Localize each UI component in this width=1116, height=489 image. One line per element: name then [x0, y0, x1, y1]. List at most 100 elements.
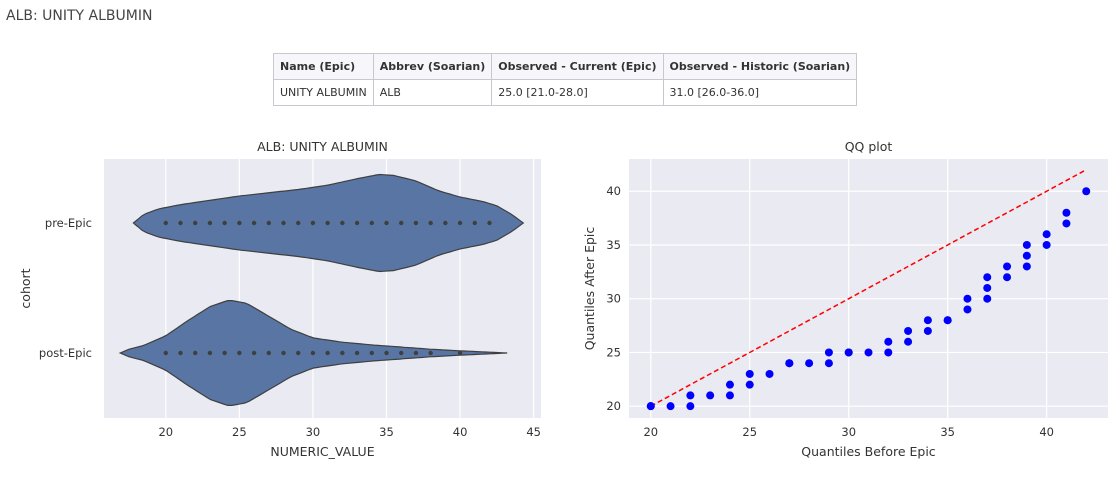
qq-point	[923, 316, 932, 325]
qq-point	[1003, 262, 1012, 271]
qq-title: QQ plot	[845, 139, 893, 154]
violin-point	[222, 220, 227, 226]
violin-point	[237, 220, 242, 226]
qq-point	[1042, 230, 1051, 239]
violin-point	[428, 220, 433, 226]
qq-x-tick-label: 20	[643, 425, 658, 439]
qq-point	[706, 391, 715, 400]
violin-y-label: cohort	[18, 268, 33, 308]
qq-x-tick-label: 25	[742, 425, 757, 439]
qq-point	[943, 316, 952, 325]
qq-point	[745, 380, 754, 389]
qq-point	[1003, 273, 1012, 282]
violin-x-tick-label: 40	[453, 425, 468, 439]
table-header-cell: Observed - Historic (Soarian)	[662, 53, 858, 80]
violin-x-tick-label: 45	[526, 425, 541, 439]
violin-point	[384, 220, 389, 226]
qq-point	[646, 402, 655, 411]
violin-point	[296, 220, 301, 226]
qq-x-tick-label: 40	[1039, 425, 1054, 439]
table-header-row: Name (Epic) Abbrev (Soarian) Observed - Cu…	[273, 53, 858, 80]
violin-x-tick-label: 25	[232, 425, 247, 439]
qq-y-label: Quantiles After Epic	[582, 227, 597, 351]
qq-point	[725, 380, 734, 389]
qq-point	[983, 294, 992, 303]
violin-point	[384, 350, 389, 356]
table-header-cell: Abbrev (Soarian)	[372, 53, 493, 80]
qq-point	[745, 369, 754, 378]
qq-reference-line	[650, 169, 1087, 407]
qq-point	[1022, 251, 1031, 260]
violin-point	[428, 350, 433, 356]
violin-point	[457, 350, 463, 356]
violin-y-tick-label: pre-Epic	[45, 216, 92, 230]
qq-point	[904, 326, 913, 335]
violin-x-tick-label: 35	[379, 425, 394, 439]
qq-y-tick-label: 25	[606, 345, 621, 359]
violin-point	[222, 350, 227, 356]
qq-x-tick-label: 30	[841, 425, 856, 439]
qq-point	[686, 391, 695, 400]
violin-point	[457, 220, 463, 226]
violin-point	[163, 350, 168, 356]
qq-point	[824, 359, 833, 368]
qq-point	[1062, 219, 1071, 228]
violin-point	[207, 350, 213, 356]
qq-y-tick-label: 40	[606, 184, 621, 198]
table-body: UNITY ALBUMIN ALB 25.0 [21.0-28.0] 31.0 [26…	[273, 79, 858, 106]
qq-point	[884, 348, 893, 357]
qq-point	[844, 348, 853, 357]
violin-point	[310, 350, 316, 356]
violin-point	[178, 220, 183, 226]
qq-point	[963, 305, 972, 314]
qq-point	[1022, 240, 1031, 249]
qq-y-tick-label: 30	[606, 292, 621, 306]
violin-point	[281, 350, 286, 356]
qq-point	[824, 348, 833, 357]
violin-point	[296, 350, 301, 356]
violin-x-label: NUMERIC_VALUE	[270, 444, 374, 459]
violin-point	[281, 220, 286, 226]
violin-point	[251, 350, 257, 356]
violin-point	[193, 220, 198, 226]
violin-point	[237, 350, 242, 356]
qq-point	[904, 337, 913, 346]
qq-point	[1062, 208, 1071, 217]
qq-point	[864, 348, 873, 357]
qq-point	[884, 337, 893, 346]
violin-point	[163, 220, 168, 226]
qq-y-tick-label: 20	[606, 399, 621, 413]
qq-point	[666, 402, 675, 411]
table-cell: 25.0 [21.0-28.0]	[491, 79, 664, 106]
violin-point	[369, 350, 374, 356]
qq-point	[923, 326, 932, 335]
qq-y-tick-label: 35	[606, 238, 621, 252]
violin-title: ALB: UNITY ALBUMIN	[257, 139, 388, 154]
qq-point	[963, 294, 972, 303]
qq-point	[805, 359, 814, 368]
violin-point	[443, 220, 448, 226]
violin-point	[266, 220, 271, 226]
violin-point	[310, 220, 316, 226]
summary-table: Name (Epic) Abbrev (Soarian) Observed - Cu…	[273, 53, 858, 106]
qq-point	[1042, 240, 1051, 249]
violin-x-tick-label: 30	[306, 425, 321, 439]
violin-point	[340, 220, 345, 226]
violin-point	[354, 350, 360, 356]
qq-point	[983, 283, 992, 292]
violin-x-tick-label: 20	[158, 425, 173, 439]
violin-point	[325, 220, 330, 226]
table-cell: ALB	[372, 79, 493, 106]
qq-point	[785, 359, 794, 368]
violin-point	[354, 220, 360, 226]
violin-point	[251, 220, 257, 226]
violin-point	[487, 220, 492, 226]
violin-point	[266, 350, 271, 356]
qq-point	[983, 273, 992, 282]
violin-point	[413, 220, 419, 226]
violin-point	[207, 220, 213, 226]
qq-point	[686, 402, 695, 411]
table-cell: 31.0 [26.0-36.0]	[662, 79, 858, 106]
page-title: ALB: UNITY ALBUMIN	[6, 8, 153, 24]
